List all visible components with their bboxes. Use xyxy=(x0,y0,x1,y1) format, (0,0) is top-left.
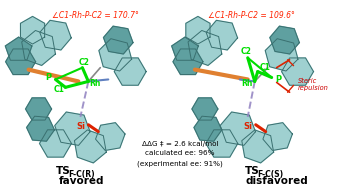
Text: TS: TS xyxy=(245,166,260,176)
Text: Rh: Rh xyxy=(90,79,101,88)
Polygon shape xyxy=(265,39,298,71)
Polygon shape xyxy=(188,30,222,65)
Text: TS: TS xyxy=(56,166,70,176)
Polygon shape xyxy=(21,16,45,44)
Polygon shape xyxy=(186,16,210,44)
Text: C2: C2 xyxy=(240,47,251,56)
Polygon shape xyxy=(242,130,274,163)
Text: C2: C2 xyxy=(79,58,90,67)
Text: calculated ee: 96%: calculated ee: 96% xyxy=(145,150,215,156)
Text: F-C(S): F-C(S) xyxy=(258,170,284,179)
Polygon shape xyxy=(5,37,32,60)
Polygon shape xyxy=(40,20,71,50)
Polygon shape xyxy=(206,20,238,50)
Polygon shape xyxy=(172,37,198,60)
Polygon shape xyxy=(27,116,55,141)
Text: Steric
repulsion: Steric repulsion xyxy=(297,78,329,91)
Polygon shape xyxy=(104,26,133,54)
Polygon shape xyxy=(173,49,203,74)
Polygon shape xyxy=(26,98,52,120)
Polygon shape xyxy=(55,112,90,145)
Polygon shape xyxy=(22,30,55,65)
Text: Si: Si xyxy=(76,122,85,131)
Text: Si: Si xyxy=(243,122,252,131)
Text: ΔΔG ‡ = 2.6 kcal/mol: ΔΔG ‡ = 2.6 kcal/mol xyxy=(142,140,218,146)
Text: C1: C1 xyxy=(259,63,270,72)
Polygon shape xyxy=(74,130,106,163)
Polygon shape xyxy=(263,123,292,150)
Polygon shape xyxy=(282,58,313,85)
Polygon shape xyxy=(99,39,132,71)
Text: favored: favored xyxy=(58,176,104,186)
Polygon shape xyxy=(6,49,36,74)
Text: ∠C1-Rh-P-C2 = 109.6°: ∠C1-Rh-P-C2 = 109.6° xyxy=(208,11,295,19)
Polygon shape xyxy=(206,130,238,157)
Polygon shape xyxy=(114,58,146,85)
Polygon shape xyxy=(220,112,256,145)
Text: Rh: Rh xyxy=(241,79,252,88)
Text: C1: C1 xyxy=(54,85,65,94)
Polygon shape xyxy=(192,98,218,120)
Text: ∠C1-Rh-P-C2 = 170.7°: ∠C1-Rh-P-C2 = 170.7° xyxy=(52,11,139,19)
Text: P: P xyxy=(275,75,282,84)
Polygon shape xyxy=(96,123,125,150)
Polygon shape xyxy=(40,130,71,157)
Text: (experimental ee: 91%): (experimental ee: 91%) xyxy=(137,160,223,167)
Polygon shape xyxy=(270,26,299,54)
Text: F-C(R): F-C(R) xyxy=(69,170,95,179)
Polygon shape xyxy=(194,116,222,141)
Text: P: P xyxy=(45,73,52,82)
Text: disfavored: disfavored xyxy=(246,176,309,186)
